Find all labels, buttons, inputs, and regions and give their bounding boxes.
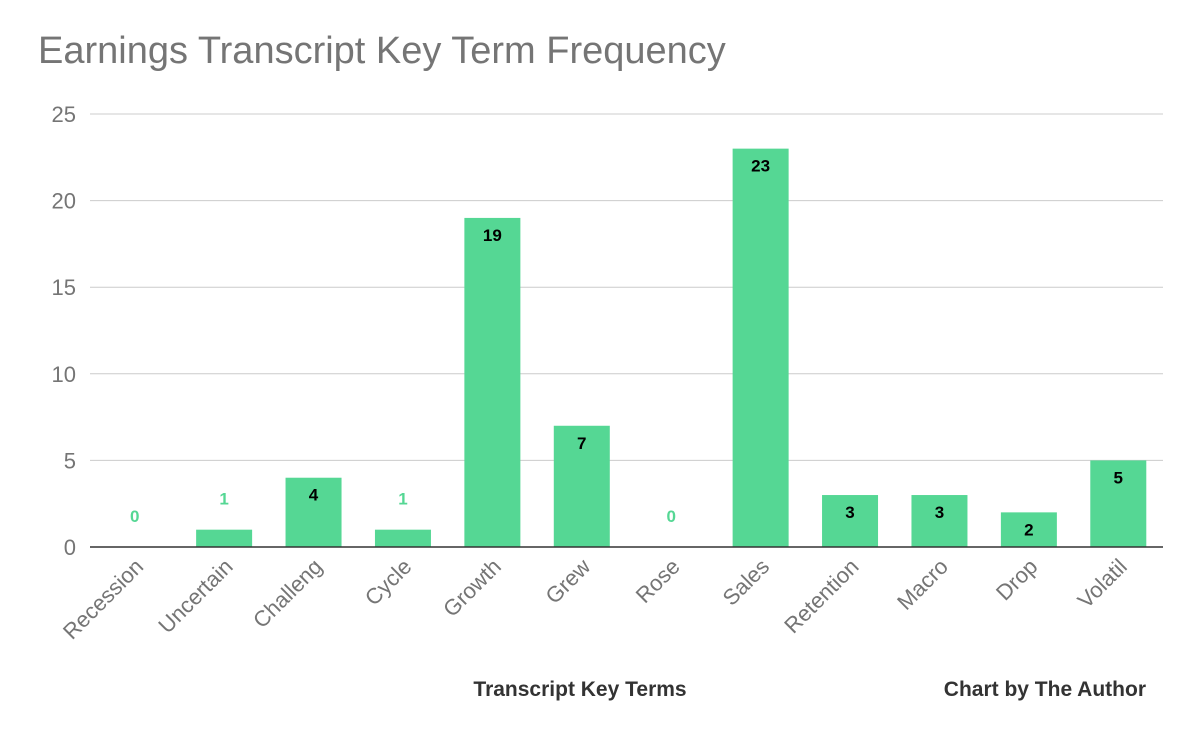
- x-tick-label: Cycle: [360, 554, 417, 611]
- y-tick-label: 15: [52, 275, 76, 300]
- bar: [1000, 512, 1057, 547]
- y-tick-label: 20: [52, 189, 76, 214]
- data-label: 2: [1024, 520, 1033, 539]
- data-label: 1: [398, 490, 407, 509]
- x-tick-label: Retention: [779, 554, 863, 638]
- bar: [196, 529, 253, 547]
- data-label: 3: [845, 503, 854, 522]
- x-tick-label: Rose: [631, 554, 685, 608]
- x-tick-label: Sales: [718, 554, 775, 611]
- x-axis-title: Transcript Key Terms: [473, 678, 687, 701]
- x-tick-label: Volatil: [1073, 554, 1132, 613]
- data-label: 19: [483, 226, 502, 245]
- data-label: 5: [1114, 468, 1123, 487]
- data-label: 0: [666, 507, 675, 526]
- x-tick-label: Uncertain: [153, 554, 237, 638]
- x-tick-label: Challeng: [248, 554, 327, 633]
- x-tick-label: Macro: [892, 554, 953, 615]
- data-label: 23: [751, 157, 770, 176]
- bar: [822, 495, 879, 547]
- x-tick-label: Drop: [991, 554, 1042, 605]
- bar: [553, 425, 610, 547]
- bar: [464, 217, 521, 548]
- bar: [911, 495, 968, 547]
- data-label: 0: [130, 507, 139, 526]
- data-label: 4: [309, 486, 319, 505]
- chart-credit: Chart by The Author: [943, 678, 1146, 701]
- x-tick-label: Grew: [540, 554, 595, 609]
- y-tick-label: 5: [64, 448, 76, 473]
- data-label: 3: [935, 503, 944, 522]
- bar: [1090, 460, 1147, 547]
- y-tick-label: 10: [52, 362, 76, 387]
- data-label: 7: [577, 434, 586, 453]
- bar: [732, 148, 789, 547]
- x-tick-label: Recession: [58, 554, 148, 644]
- bar: [374, 529, 431, 547]
- y-tick-label: 0: [64, 535, 76, 560]
- x-tick-label: Growth: [438, 554, 506, 622]
- data-label: 1: [219, 490, 228, 509]
- bar: [285, 477, 342, 547]
- chart-title: Earnings Transcript Key Term Frequency: [38, 30, 726, 72]
- y-tick-label: 25: [52, 102, 76, 127]
